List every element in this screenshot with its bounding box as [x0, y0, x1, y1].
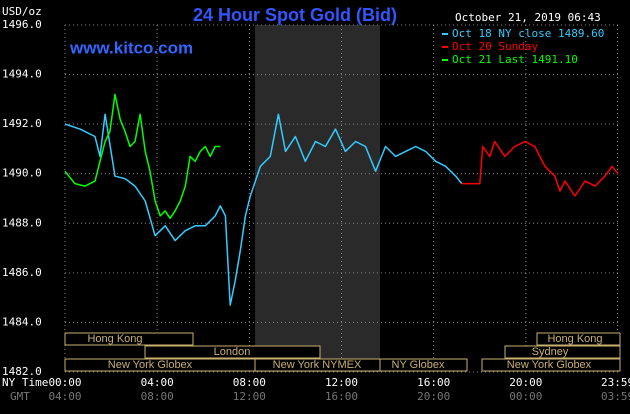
nymex-shade — [255, 25, 380, 372]
session-box — [536, 332, 621, 346]
x-tick-label: 12:00 — [325, 376, 358, 389]
y-tick-label: 1486.0 — [2, 266, 42, 279]
gmt-tick-label: 20:00 — [417, 390, 450, 403]
session-box — [504, 345, 621, 359]
legend-label: Oct 20 Sunday — [452, 40, 538, 53]
y-tick-label: 1490.0 — [2, 167, 42, 180]
y-tick-label: 1496.0 — [2, 18, 42, 31]
chart-title: 24 Hour Spot Gold (Bid) — [193, 5, 397, 25]
ny-time-label: NY Time — [2, 376, 48, 389]
session-label: NY Globex — [392, 359, 445, 371]
session-label: Sydney — [532, 346, 569, 358]
y-tick-label: 1492.0 — [2, 117, 42, 130]
session-label: New York NYMEX — [273, 359, 362, 371]
gmt-label: GMT — [10, 390, 30, 403]
session-label: London — [214, 346, 251, 358]
x-tick-label: 16:00 — [417, 376, 450, 389]
session-box — [379, 358, 468, 372]
timestamp: October 21, 2019 06:43 — [455, 11, 601, 24]
session-label: New York Globex — [507, 359, 592, 371]
series-line — [64, 113, 463, 306]
legend-label: Oct 21 Last 1491.10 — [452, 53, 578, 66]
plot-lines — [64, 93, 619, 306]
gmt-tick-label: 12:00 — [233, 390, 266, 403]
gmt-tick-label: 04:00 — [48, 390, 81, 403]
session-box — [64, 332, 194, 346]
website: www.kitco.com — [69, 38, 193, 57]
gmt-tick-label: 16:00 — [325, 390, 358, 403]
sessions: Hong Kong London New York Globex New Yor… — [64, 332, 621, 372]
series-line — [461, 140, 619, 197]
y-tick-label: 1484.0 — [2, 315, 42, 328]
x-tick-label: 00:00 — [48, 376, 81, 389]
session-box — [144, 345, 321, 359]
x-tick-label: 08:00 — [233, 376, 266, 389]
y-tick-label: 1494.0 — [2, 68, 42, 81]
session-box — [481, 358, 621, 372]
session-label: Hong Kong — [547, 333, 602, 345]
legend-label: Oct 18 NY close 1489.60 — [452, 27, 604, 40]
grid — [64, 24, 619, 373]
gmt-tick-label: 08:00 — [141, 390, 174, 403]
session-label: New York Globex — [108, 359, 193, 371]
gmt-tick-label: 03:59 — [601, 390, 630, 403]
x-tick-label: 20:00 — [509, 376, 542, 389]
y-tick-label: 1488.0 — [2, 216, 42, 229]
y-axis-label: USD/oz — [2, 5, 42, 18]
y-tick-label: 1482.0 — [2, 365, 42, 378]
series-line — [64, 93, 221, 220]
session-label: Hong Kong — [87, 333, 142, 345]
gmt-tick-label: 00:00 — [509, 390, 542, 403]
x-tick-label: 23:59 — [601, 376, 630, 389]
x-tick-label: 04:00 — [141, 376, 174, 389]
